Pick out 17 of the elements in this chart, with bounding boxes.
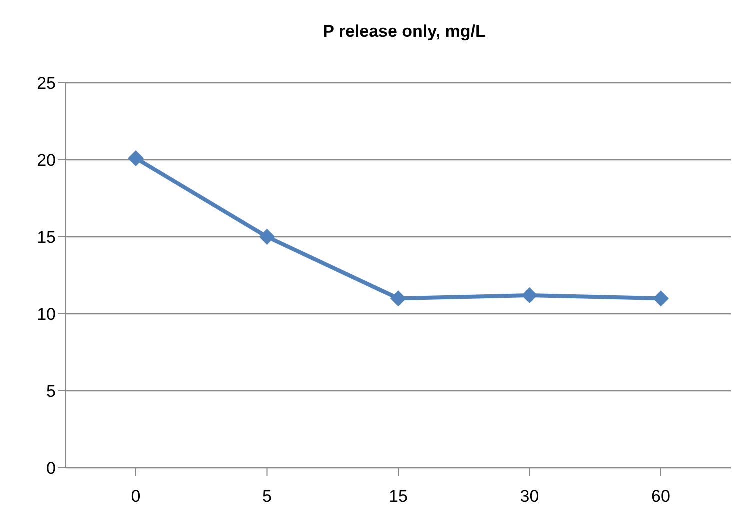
y-tick-label: 25 (37, 74, 56, 94)
y-tick-label: 20 (37, 151, 56, 170)
point (390, 290, 406, 307)
y-tick-label: 15 (37, 228, 56, 248)
y-tick-label: 10 (37, 305, 56, 324)
y-tick-label: 5 (46, 382, 56, 402)
x-tick-label: 30 (520, 487, 540, 506)
chart-title: P release only, mg/L (322, 22, 487, 42)
x-tick-label: 0 (131, 487, 141, 506)
x-tick-label: 5 (262, 487, 272, 506)
point (259, 229, 276, 245)
point (653, 290, 669, 307)
point (128, 150, 144, 166)
x-tick-label: 60 (652, 487, 670, 506)
y-tick-label: 0 (46, 459, 56, 478)
x-tick-label: 15 (389, 487, 408, 506)
point (522, 288, 538, 304)
